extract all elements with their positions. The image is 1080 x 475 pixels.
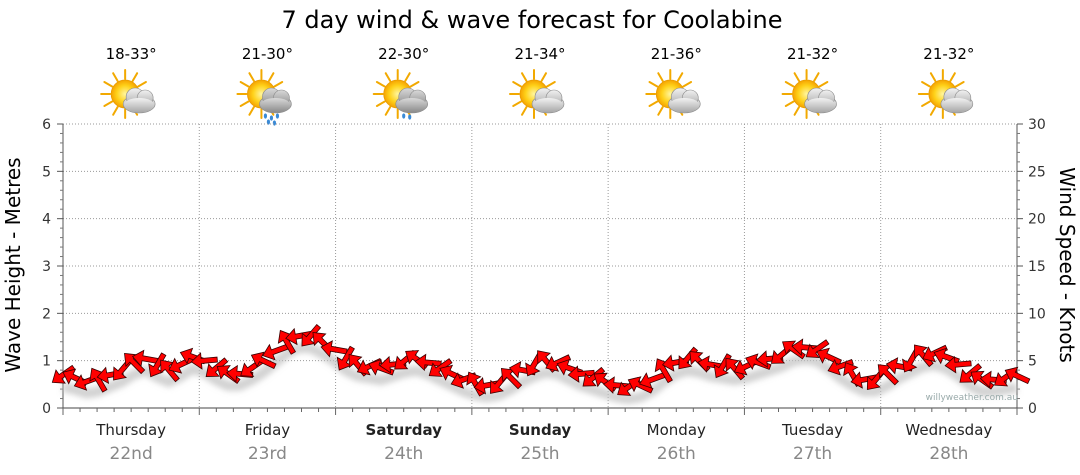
left-axis: 0 1 2 3 4 5 6 (42, 117, 64, 417)
wind-arrow (262, 343, 289, 361)
wind-arrow (654, 358, 673, 384)
partly-cloudy-icon (100, 69, 156, 119)
light-showers-icon (372, 69, 429, 120)
right-tick-label: 20 (1028, 212, 1046, 228)
left-axis-label: Wave Height - Metres (1, 157, 25, 372)
temperature-range: 21-32° (923, 45, 974, 63)
left-tick-label: 4 (42, 212, 51, 228)
day-date: 24th (384, 444, 423, 464)
temperature-range: 21-36° (651, 45, 702, 63)
wind-shadow (61, 343, 1018, 405)
right-tick-label: 25 (1028, 164, 1046, 180)
day-name: Wednesday (905, 421, 992, 439)
day-date: 25th (520, 444, 559, 464)
wind-arrows (51, 323, 1031, 397)
left-tick-label: 5 (42, 164, 51, 180)
wind-shadow-path (61, 343, 1018, 405)
wind-arrow (89, 367, 108, 393)
wind-arrow (805, 339, 830, 359)
wind-arrow (959, 363, 983, 383)
partly-cloudy-icon (509, 69, 565, 119)
day-name: Friday (245, 421, 291, 439)
right-tick-label: 15 (1028, 259, 1046, 275)
wind-arrow (160, 359, 180, 383)
wind-arrow (877, 364, 899, 386)
temperature-range: 21-30° (242, 45, 293, 63)
wind-arrow (603, 376, 631, 394)
wind-arrow (148, 352, 167, 378)
wind-arrow (320, 340, 348, 358)
wind-arrow (791, 338, 819, 356)
wind-arrow (301, 323, 322, 347)
day-name: Saturday (366, 421, 443, 439)
credit-text: willyweather.com.au (926, 393, 1018, 403)
showers-icon (236, 69, 292, 126)
wind-arrow (414, 353, 442, 372)
right-tick-label: 5 (1028, 354, 1037, 370)
right-axis: 0 5 10 15 20 25 30 (1016, 117, 1046, 417)
temperature-range: 18-33° (106, 45, 157, 63)
right-axis-label: Wind Speed - Knots (1055, 167, 1079, 363)
day-date: 27th (793, 444, 832, 464)
partly-cloudy-icon (781, 69, 837, 119)
left-tick-label: 1 (42, 354, 51, 370)
left-tick-label: 6 (42, 117, 51, 133)
wind-arrow (567, 365, 595, 383)
partly-cloudy-icon (917, 69, 974, 119)
chart-title: 7 day wind & wave forecast for Coolabine (281, 6, 782, 34)
day-name: Monday (647, 421, 706, 439)
wind-arrow (250, 351, 277, 369)
temperature-range: 21-32° (787, 45, 838, 63)
right-tick-label: 0 (1028, 401, 1037, 417)
wind-arrow (782, 340, 806, 360)
partly-cloudy-icon (645, 69, 701, 119)
wind-arrow (944, 355, 972, 374)
wind-arrow (336, 345, 355, 371)
wind-arrow (1004, 366, 1031, 385)
day-date: 26th (657, 444, 696, 464)
wind-arrow (205, 357, 229, 377)
left-tick-label: 0 (42, 401, 51, 417)
wind-arrow (285, 327, 313, 346)
right-tick-label: 10 (1028, 306, 1046, 322)
day-date: 22nd (110, 444, 153, 464)
day-date: 23rd (248, 444, 287, 464)
wind-arrow (473, 377, 501, 395)
left-tick-label: 3 (42, 259, 51, 275)
left-tick-label: 2 (42, 306, 51, 322)
wind-arrow (500, 368, 523, 390)
right-tick-label: 30 (1028, 117, 1046, 133)
wind-arrow (582, 366, 606, 387)
temperature-range: 21-34° (514, 45, 565, 63)
wind-arrow (850, 371, 878, 389)
temperature-range: 22-30° (378, 45, 429, 63)
wind-arrow (639, 372, 666, 389)
wind-arrow (131, 349, 160, 368)
wind-arrow (428, 358, 453, 377)
day-name: Sunday (509, 421, 572, 439)
wind-arrow (124, 352, 146, 375)
day-name: Thursday (95, 421, 166, 439)
day-labels: Thursday 22nd Friday 23rd Saturday 24th Sunday… (95, 421, 992, 464)
weather-row: 18-33° 21-30° 22-30° 21-34° 21-36° 21-32° 21-3… (100, 45, 974, 126)
day-name: Tuesday (781, 421, 843, 439)
day-date: 28th (929, 444, 968, 464)
wind-arrow (277, 329, 297, 355)
wind-arrow (190, 352, 218, 370)
plot-grid (62, 123, 1018, 415)
